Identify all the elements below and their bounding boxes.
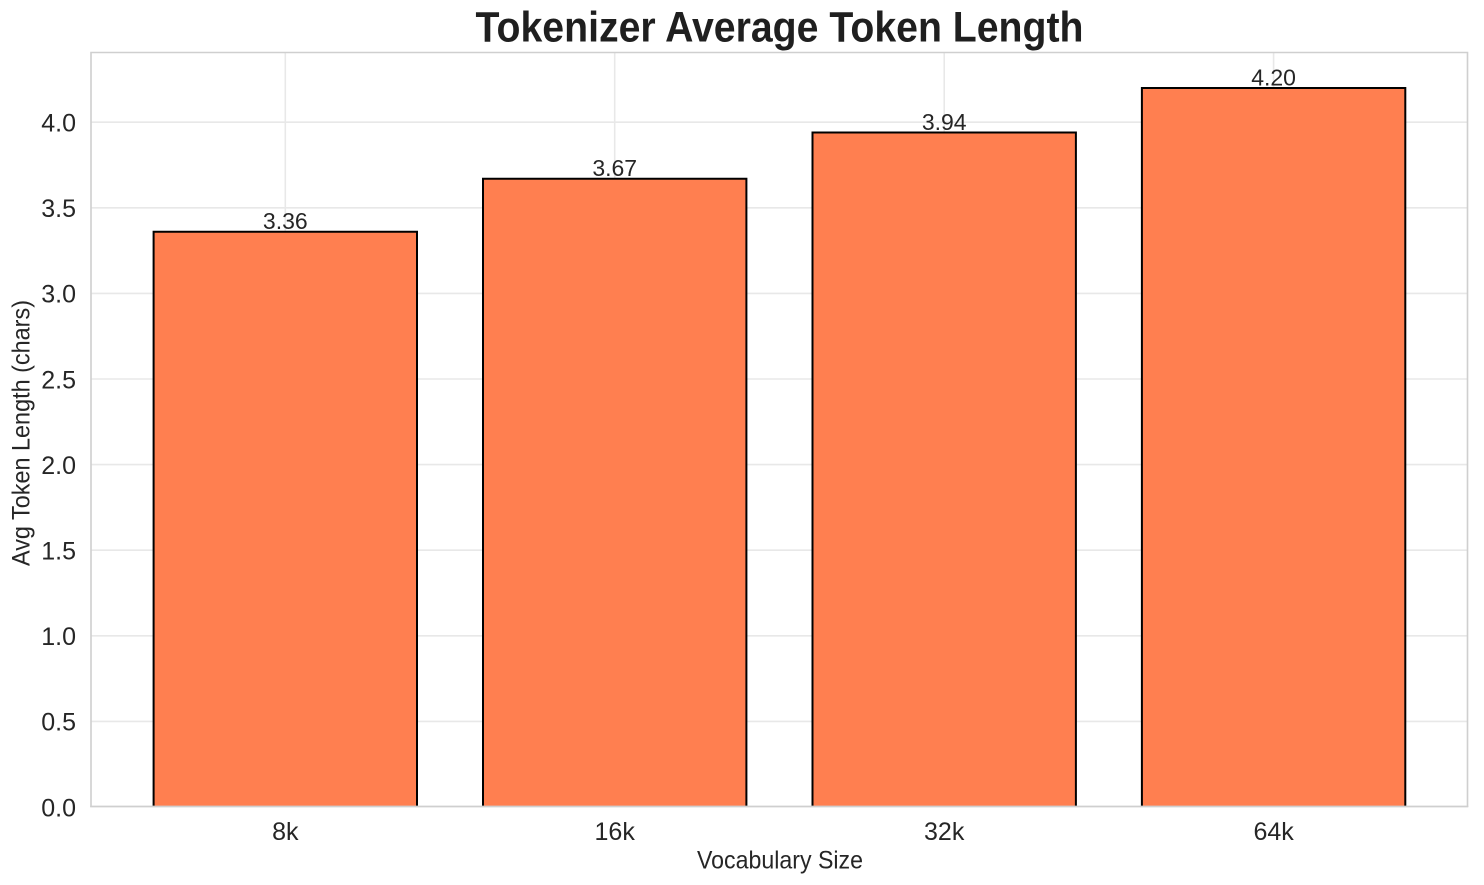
svg-text:3.5: 3.5 [41, 195, 76, 223]
svg-text:Tokenizer Average Token Length: Tokenizer Average Token Length [476, 4, 1084, 52]
svg-text:3.36: 3.36 [263, 208, 308, 234]
svg-text:2.5: 2.5 [41, 366, 76, 394]
svg-text:16k: 16k [595, 818, 636, 846]
svg-text:Avg Token Length (chars): Avg Token Length (chars) [8, 300, 36, 566]
svg-text:3.67: 3.67 [592, 155, 637, 181]
svg-text:Vocabulary Size: Vocabulary Size [697, 847, 863, 875]
svg-text:32k: 32k [924, 818, 965, 846]
svg-text:4.20: 4.20 [1251, 64, 1296, 90]
svg-text:64k: 64k [1253, 818, 1294, 846]
svg-text:1.0: 1.0 [41, 623, 76, 651]
svg-text:0.5: 0.5 [41, 709, 76, 737]
svg-text:3.94: 3.94 [922, 109, 967, 135]
svg-text:0.0: 0.0 [41, 794, 76, 822]
svg-text:8k: 8k [272, 818, 299, 846]
svg-text:3.0: 3.0 [41, 281, 76, 309]
svg-text:1.5: 1.5 [41, 538, 76, 566]
svg-text:4.0: 4.0 [41, 110, 76, 138]
svg-text:2.0: 2.0 [41, 452, 76, 480]
